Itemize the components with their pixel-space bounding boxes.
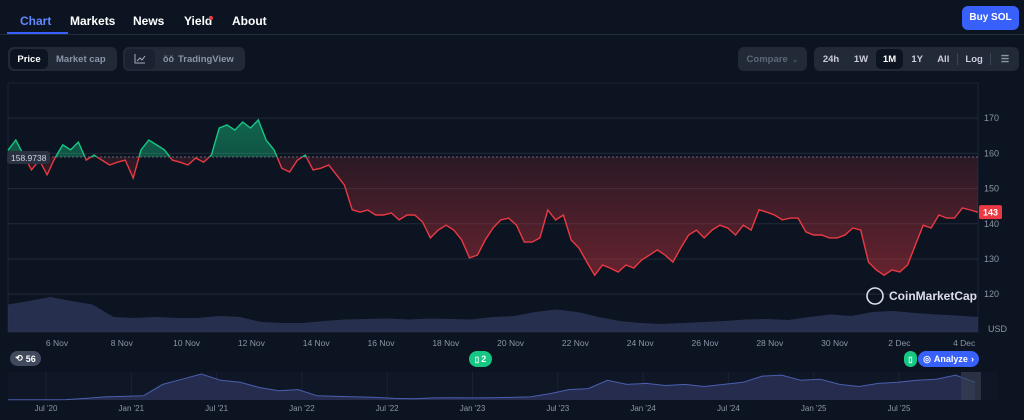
history-badge[interactable]: ⟲ 56	[10, 351, 41, 366]
volume-area	[8, 297, 978, 332]
ai-icon: ◎	[923, 353, 931, 364]
x-tick-label: 10 Nov	[173, 338, 201, 348]
navigator-x-tick: Jan '25	[801, 404, 827, 413]
reference-price-tag	[7, 151, 50, 164]
y-tick-label: 150	[984, 184, 999, 194]
navigator-x-tick: Jul '23	[546, 404, 569, 413]
navigator-range-handle[interactable]	[961, 372, 981, 400]
reference-price-label: 158.9738	[11, 153, 47, 163]
x-tick-label: 2 Dec	[888, 338, 911, 348]
time-range-selector: 24h 1W 1M 1Y All Log ☰	[814, 47, 1019, 71]
document-badge[interactable]: ▯	[904, 351, 917, 367]
y-tick-label: 130	[984, 254, 999, 264]
document-icon: ▯	[908, 354, 913, 364]
x-tick-label: 30 Nov	[821, 338, 849, 348]
price-marketcap-toggle: Price Market cap	[8, 47, 117, 71]
current-price-tag	[979, 205, 1002, 220]
range-1w[interactable]: 1W	[853, 53, 869, 65]
divider	[990, 53, 991, 65]
x-tick-label: 8 Nov	[111, 338, 134, 348]
y-tick-label: 140	[984, 219, 999, 229]
price-area-up	[8, 119, 978, 157]
log-scale-toggle[interactable]: Log	[965, 53, 983, 65]
chevron-down-icon: ⌄	[791, 54, 799, 64]
x-tick-label: 14 Nov	[303, 338, 331, 348]
compare-dropdown[interactable]: Compare ⌄	[738, 47, 807, 71]
divider	[957, 53, 959, 65]
buy-sol-button[interactable]: Buy SOL	[962, 6, 1019, 30]
x-tick-label: 16 Nov	[368, 338, 396, 348]
navigator-x-tick: Jul '20	[35, 404, 58, 413]
x-tick-label: 6 Nov	[46, 338, 69, 348]
x-tick-label: 20 Nov	[497, 338, 525, 348]
chevron-right-icon: ›	[970, 354, 974, 364]
x-tick-label: 22 Nov	[562, 338, 590, 348]
document-icon: ▯	[474, 354, 480, 364]
y-tick-label: 160	[984, 148, 999, 158]
watermark: CoinMarketCap	[889, 289, 977, 303]
x-tick-label: 26 Nov	[692, 338, 720, 348]
chart-view-toggle: ŏŏ TradingView	[123, 47, 245, 71]
price-line-down	[23, 157, 979, 277]
clock-icon: ⟲	[15, 353, 23, 363]
navigator-x-tick: Jan '24	[630, 404, 656, 413]
range-1m[interactable]: 1M	[876, 49, 903, 69]
section-tabs: Chart Markets News Yield About Buy SOL	[0, 0, 1024, 35]
tab-markets[interactable]: Markets	[70, 14, 116, 28]
analyze-button[interactable]: ◎ Analyze ›	[918, 351, 979, 367]
compare-label: Compare	[746, 53, 788, 65]
navigator-x-tick: Jan '21	[119, 404, 145, 413]
analyze-label: Analyze	[933, 354, 968, 364]
x-tick-label: 28 Nov	[756, 338, 784, 348]
news-count: 2	[481, 354, 487, 364]
coinmarketcap-logo	[866, 287, 884, 305]
history-count: 56	[25, 353, 36, 364]
navigator-x-tick: Jan '22	[289, 404, 315, 413]
range-all[interactable]: All	[937, 53, 950, 65]
navigator-line	[8, 373, 976, 401]
tab-chart[interactable]: Chart	[20, 14, 52, 28]
candlestick-icon: ŏŏ	[163, 54, 174, 64]
market-cap-toggle[interactable]: Market cap	[56, 53, 106, 65]
price-toggle[interactable]: Price	[10, 49, 48, 69]
x-tick-label: 4 Dec	[953, 338, 976, 348]
y-tick-label: 120	[984, 289, 999, 299]
settings-button[interactable]: ☰	[993, 49, 1017, 69]
range-1y[interactable]: 1Y	[911, 53, 923, 65]
tab-yield[interactable]: Yield	[184, 14, 213, 28]
line-chart-button[interactable]	[125, 49, 155, 69]
current-price-label: 143	[983, 208, 998, 218]
notification-dot	[209, 16, 213, 20]
navigator-x-tick: Jul '24	[717, 404, 740, 413]
y-tick-label: 170	[984, 113, 999, 123]
x-tick-label: 24 Nov	[627, 338, 655, 348]
line-chart-icon	[134, 54, 146, 64]
navigator-x-tick: Jul '25	[888, 404, 911, 413]
range-24h[interactable]: 24h	[822, 53, 840, 65]
x-tick-label: 18 Nov	[432, 338, 460, 348]
navigator-x-tick: Jul '22	[376, 404, 399, 413]
navigator-x-tick: Jan '23	[460, 404, 486, 413]
tab-about[interactable]: About	[232, 14, 267, 28]
navigator-x-tick: Jul '21	[205, 404, 228, 413]
currency-label: USD	[988, 324, 1008, 334]
tradingview-button[interactable]: ŏŏ TradingView	[155, 49, 242, 69]
navigator-area	[8, 374, 975, 400]
price-area-down	[8, 157, 978, 276]
tradingview-label: TradingView	[178, 53, 234, 65]
x-tick-label: 12 Nov	[238, 338, 266, 348]
news-badge[interactable]: ▯ 2	[469, 351, 492, 367]
active-tab-indicator	[7, 32, 68, 34]
sliders-icon: ☰	[1000, 53, 1010, 65]
tab-news[interactable]: News	[133, 14, 165, 28]
